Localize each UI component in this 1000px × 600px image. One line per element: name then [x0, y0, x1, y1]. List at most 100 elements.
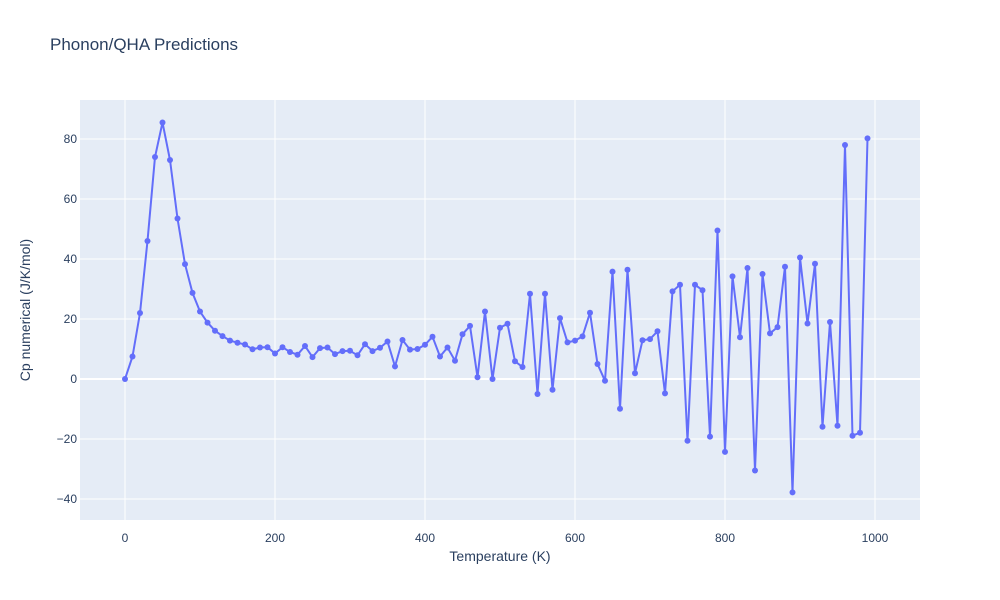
data-point [782, 263, 788, 270]
data-point [189, 289, 196, 296]
data-point [699, 287, 706, 294]
data-point [789, 489, 796, 496]
data-point [662, 390, 668, 397]
data-point [774, 324, 781, 331]
data-point [399, 337, 406, 343]
data-point [422, 341, 428, 348]
data-point [174, 215, 181, 222]
data-point [167, 157, 173, 163]
data-point [617, 405, 623, 412]
y-tick-label: −20 [57, 432, 78, 446]
data-point [204, 319, 211, 326]
data-point [564, 339, 571, 346]
x-tick-label: 1000 [862, 531, 889, 545]
data-point [834, 422, 841, 429]
data-point [624, 266, 631, 273]
data-point [137, 310, 143, 316]
data-point [819, 423, 826, 430]
data-point [197, 308, 203, 315]
data-point [744, 265, 751, 271]
data-point [347, 347, 353, 354]
data-point [287, 349, 293, 355]
data-point [152, 154, 158, 160]
data-point [549, 386, 556, 393]
data-point [279, 344, 286, 351]
data-point [632, 370, 638, 377]
chart-title: Phonon/QHA Predictions [50, 35, 238, 54]
data-point [579, 333, 586, 340]
data-point [489, 376, 496, 382]
data-point [677, 281, 683, 288]
data-point [647, 336, 653, 343]
data-point [602, 377, 608, 384]
grid-lines [80, 100, 920, 520]
data-point [182, 261, 188, 268]
data-point [849, 432, 856, 439]
data-point [257, 344, 263, 351]
data-point [654, 328, 661, 335]
data-point [249, 346, 256, 353]
data-point [392, 363, 398, 370]
data-point [122, 376, 128, 382]
data-point [407, 346, 413, 353]
data-point [812, 260, 818, 267]
data-point [572, 337, 578, 344]
data-point [534, 391, 541, 397]
data-point [707, 433, 713, 440]
x-tick-label: 800 [715, 531, 735, 545]
data-point [317, 345, 323, 352]
data-point [527, 290, 533, 297]
data-point [512, 358, 518, 365]
data-point [444, 344, 451, 351]
data-point [557, 315, 563, 322]
x-tick-label: 600 [565, 531, 585, 545]
data-point [459, 331, 466, 338]
data-point [129, 353, 136, 360]
data-point [377, 344, 383, 351]
y-tick-label: 0 [70, 372, 77, 386]
x-tick-label: 0 [122, 531, 129, 545]
data-point [752, 467, 758, 474]
data-point [482, 308, 488, 315]
data-point [722, 448, 728, 455]
data-point [714, 227, 721, 234]
data-point [339, 348, 346, 355]
data-point [242, 341, 248, 348]
data-point [797, 254, 803, 261]
data-point [504, 320, 511, 327]
x-axis-label: Temperature (K) [449, 548, 550, 564]
data-point [272, 350, 278, 357]
data-point [864, 135, 871, 142]
data-point [842, 142, 848, 148]
data-point [324, 344, 331, 351]
data-point [519, 364, 526, 370]
data-point [309, 354, 316, 361]
data-point [587, 309, 593, 316]
x-tick-label: 200 [265, 531, 285, 545]
data-point [362, 341, 368, 348]
data-points [122, 119, 871, 496]
data-point [302, 343, 308, 349]
y-axis-label: Cp numerical (J/K/mol) [17, 239, 33, 381]
data-point [639, 337, 646, 344]
data-point [729, 273, 736, 280]
data-point [497, 324, 503, 331]
data-point [437, 353, 443, 360]
data-point [737, 334, 743, 341]
data-point [332, 351, 338, 358]
y-axis-ticks: −40 −20 0 20 40 60 80 [57, 132, 78, 506]
data-point [234, 339, 241, 346]
y-tick-label: 20 [64, 312, 78, 326]
series-line [124, 122, 869, 493]
y-tick-label: 80 [64, 132, 78, 146]
data-point [827, 319, 833, 325]
data-point [542, 290, 548, 297]
data-point [414, 346, 421, 352]
x-tick-label: 400 [415, 531, 435, 545]
data-point [804, 320, 811, 327]
x-axis-ticks: 0 200 400 600 800 1000 [122, 531, 889, 545]
data-point [609, 268, 616, 275]
data-point [384, 338, 391, 345]
data-point [227, 337, 233, 344]
